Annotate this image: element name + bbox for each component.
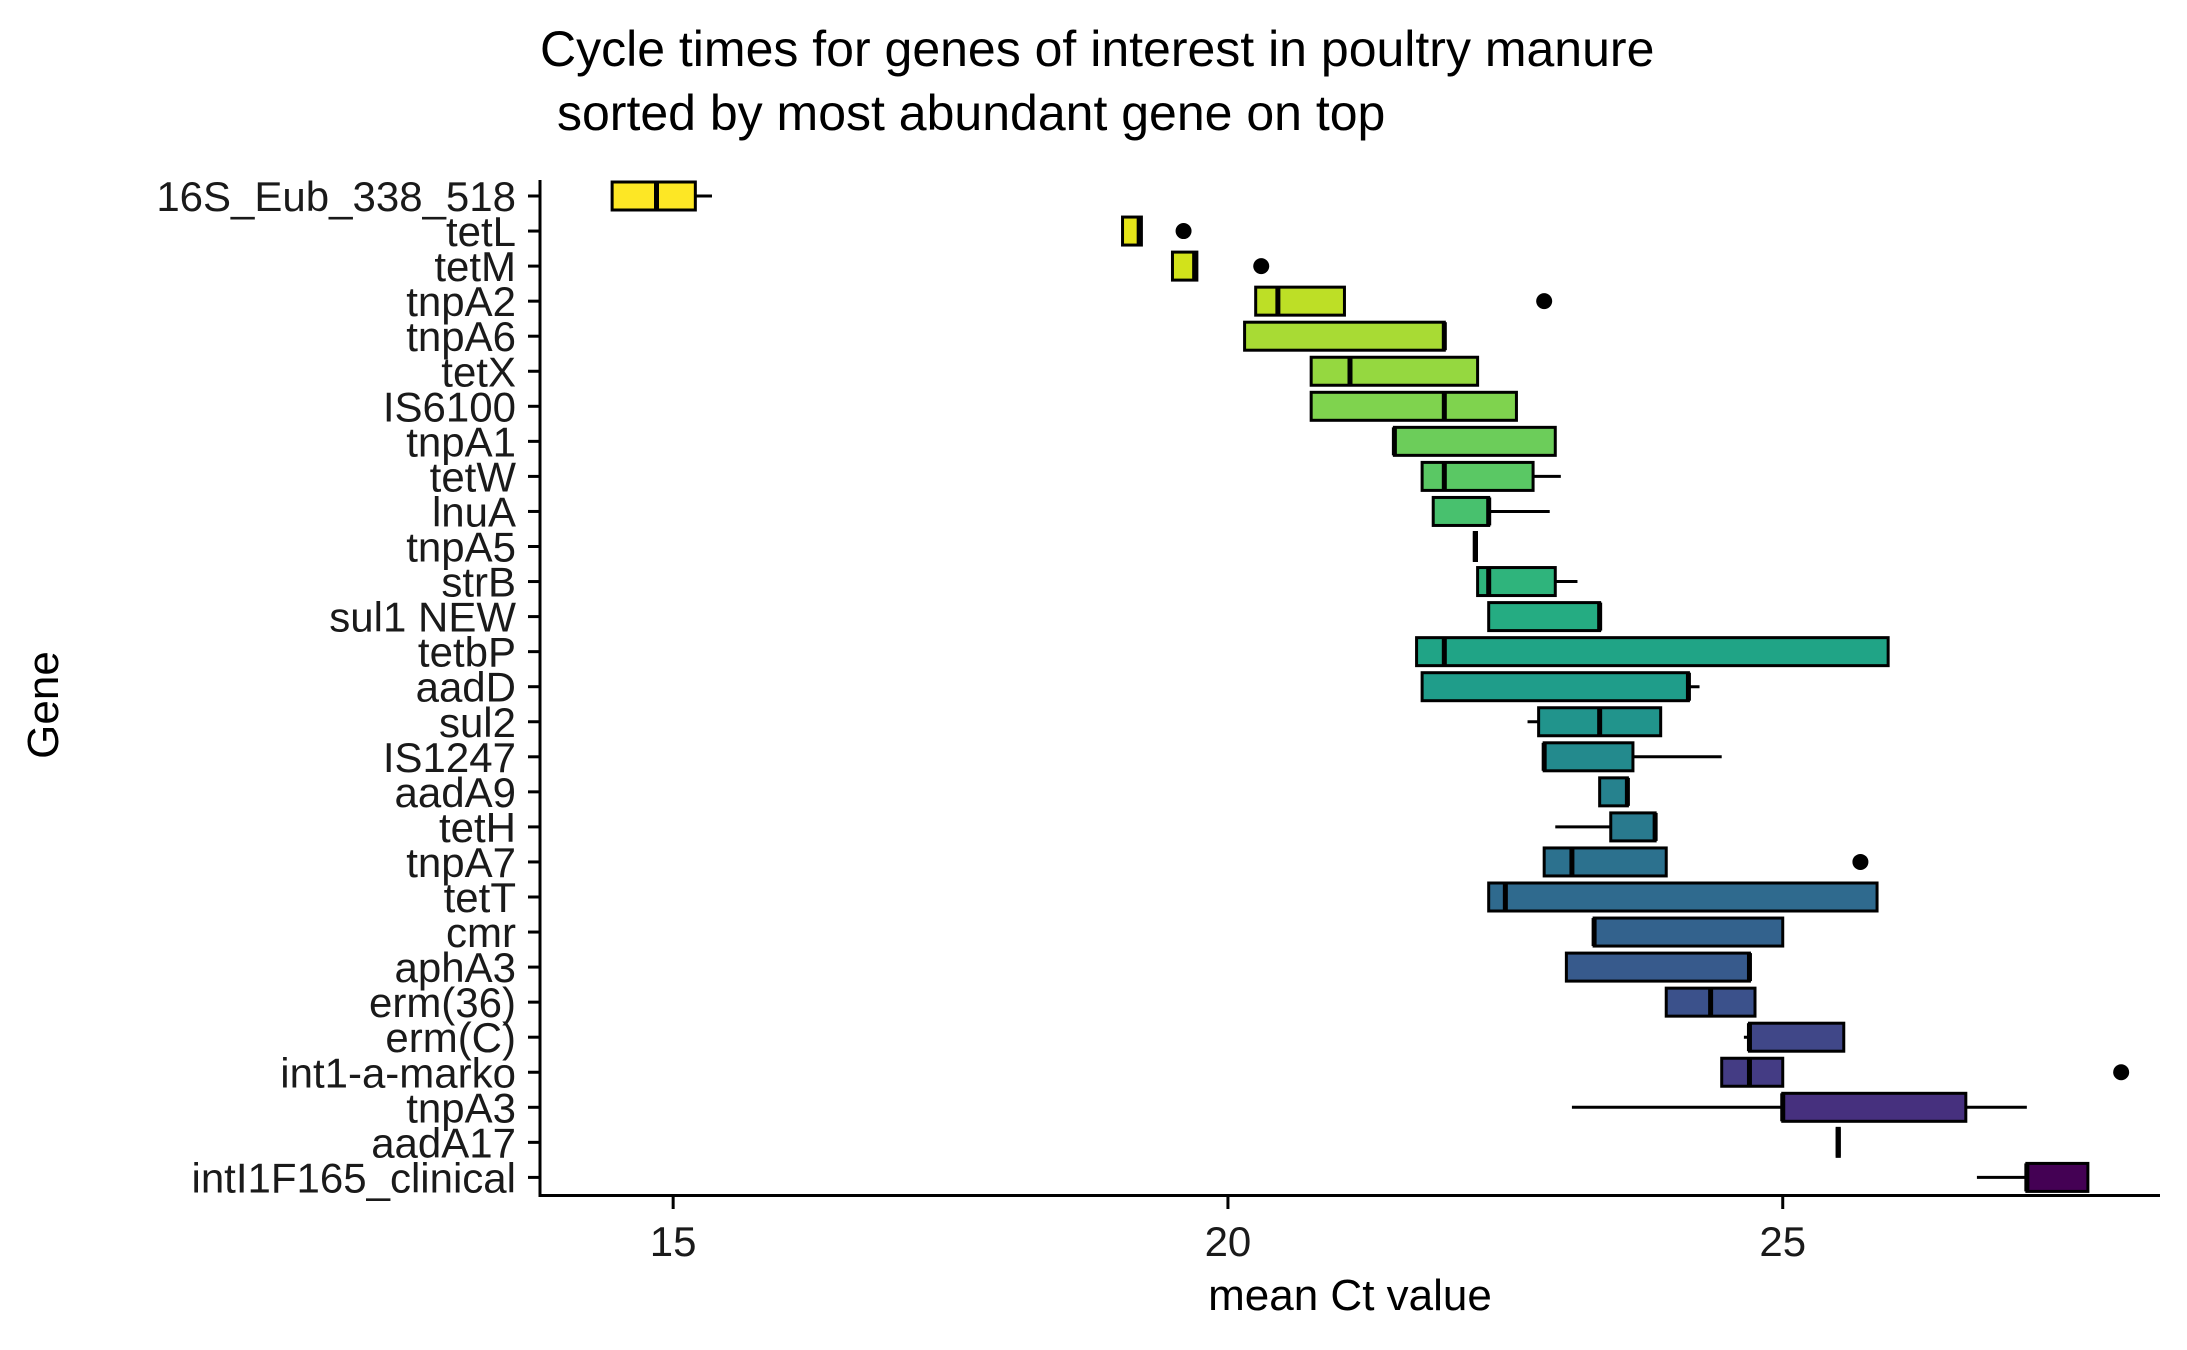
box-cmr (1591, 916, 1785, 948)
box-rect (1420, 460, 1535, 492)
y-tick-label: tnpA7 (406, 839, 516, 886)
box-rect (1415, 636, 1890, 668)
box-rect (1392, 425, 1557, 457)
chart-title-line-2: sorted by most abundant gene on top (557, 85, 1385, 141)
box-16S_Eub_338_518 (610, 180, 712, 212)
y-tick-label: intI1F165_clinical (191, 1154, 516, 1201)
y-tick-label: IS1247 (383, 734, 516, 781)
box-tnpA5 (1472, 531, 1478, 562)
box-sul1 NEW (1487, 601, 1603, 633)
box-aadD (1420, 671, 1700, 703)
y-tick-label: erm(C) (385, 1014, 516, 1061)
box-tnpA6 (1243, 320, 1447, 352)
y-tick-label: tetbP (418, 629, 516, 676)
box-tnpA2 (1254, 285, 1553, 317)
box-rect (1487, 881, 1879, 913)
box-rect (1747, 1021, 1846, 1053)
x-tick-label: 15 (650, 1218, 697, 1265)
y-tick-label: tetM (434, 243, 516, 290)
x-tick-label: 25 (1759, 1218, 1806, 1265)
box-rect (2025, 1161, 2090, 1193)
outlier-point (1253, 258, 1270, 275)
box-rect (1781, 1091, 1968, 1123)
box-tetX (1309, 355, 1480, 387)
y-tick-label: sul1 NEW (329, 594, 516, 641)
chart-title-line-1: Cycle times for genes of interest in pou… (540, 21, 1654, 77)
box-IS6100 (1309, 390, 1518, 422)
box-tetW (1420, 460, 1561, 492)
box-aadA9 (1598, 776, 1630, 808)
box-tnpA3 (1571, 1091, 2027, 1123)
y-tick-label: strB (441, 559, 516, 606)
chart-title: Cycle times for genes of interest in pou… (540, 21, 1654, 141)
box-aadA17 (1835, 1126, 1841, 1158)
y-axis-title: Gene (19, 651, 68, 759)
y-tick-label: aadA9 (395, 769, 516, 816)
box-int1-a-marko (1720, 1056, 2130, 1088)
box-rect (1564, 951, 1751, 983)
box-rect (1431, 495, 1491, 527)
y-axis-labels: 16S_Eub_338_518tetLtetMtnpA2tnpA6tetXIS6… (156, 173, 516, 1201)
outlier-point (1175, 223, 1192, 240)
y-tick-label: tetX (441, 348, 516, 395)
y-tick-label: tetH (439, 804, 516, 851)
box-rect (1254, 285, 1346, 317)
box-tetL (1121, 215, 1192, 247)
box-rect (1243, 320, 1446, 352)
y-tick-label: 16S_Eub_338_518 (156, 173, 516, 220)
y-tick-label: int1-a-marko (280, 1049, 516, 1096)
box-intI1F165_clinical (1976, 1161, 2090, 1193)
y-tick-label: erm(36) (369, 979, 516, 1026)
box-rect (610, 180, 697, 212)
y-tick-label: tetW (430, 453, 517, 500)
y-tick-label: tnpA3 (406, 1084, 516, 1131)
x-axis-ticks: 15 20 25 (650, 1197, 1806, 1265)
box-rect (1420, 671, 1690, 703)
box-rect (1542, 846, 1668, 878)
box-sul2 (1527, 706, 1663, 738)
outlier-point (1536, 293, 1553, 310)
box-tnpA1 (1391, 425, 1557, 457)
box-lnuA (1431, 495, 1550, 527)
box-tetbP (1415, 636, 1890, 668)
y-tick-label: tnpA5 (406, 524, 516, 571)
y-tick-label: aphA3 (395, 944, 516, 991)
box-tnpA7 (1542, 846, 1869, 878)
y-tick-label: tnpA6 (406, 313, 516, 360)
y-tick-label: tetT (444, 874, 516, 921)
box-tetT (1487, 881, 1879, 913)
outlier-point (2113, 1064, 2130, 1081)
y-tick-label: cmr (446, 909, 516, 956)
box-IS1247 (1541, 741, 1722, 773)
box-rect (1592, 916, 1785, 948)
box-erm(C) (1743, 1021, 1846, 1053)
y-tick-label: lnuA (432, 488, 516, 535)
y-tick-label: tnpA1 (406, 418, 516, 465)
box-tetM (1170, 250, 1270, 282)
y-tick-label: tetL (446, 208, 516, 255)
box-layer (610, 180, 2130, 1193)
box-tetH (1555, 811, 1658, 843)
box-rect (1720, 1056, 1785, 1088)
box-aphA3 (1564, 951, 1752, 983)
box-rect (1609, 811, 1657, 843)
box-rect (1309, 390, 1518, 422)
x-axis-title: mean Ct value (1208, 1271, 1492, 1320)
box-strB (1476, 566, 1578, 598)
x-tick-label: 20 (1205, 1218, 1252, 1265)
box-erm(36) (1664, 986, 1757, 1018)
y-axis-ticks (528, 194, 540, 1179)
box-rect (1542, 741, 1635, 773)
box-rect (1487, 601, 1602, 633)
y-tick-label: IS6100 (383, 383, 516, 430)
y-tick-label: aadD (416, 664, 516, 711)
y-tick-label: tnpA2 (406, 278, 516, 325)
y-tick-label: sul2 (439, 699, 516, 746)
box-rect (1309, 355, 1480, 387)
outlier-point (1852, 853, 1869, 870)
box-rect (1598, 776, 1629, 808)
y-tick-label: aadA17 (371, 1119, 516, 1166)
